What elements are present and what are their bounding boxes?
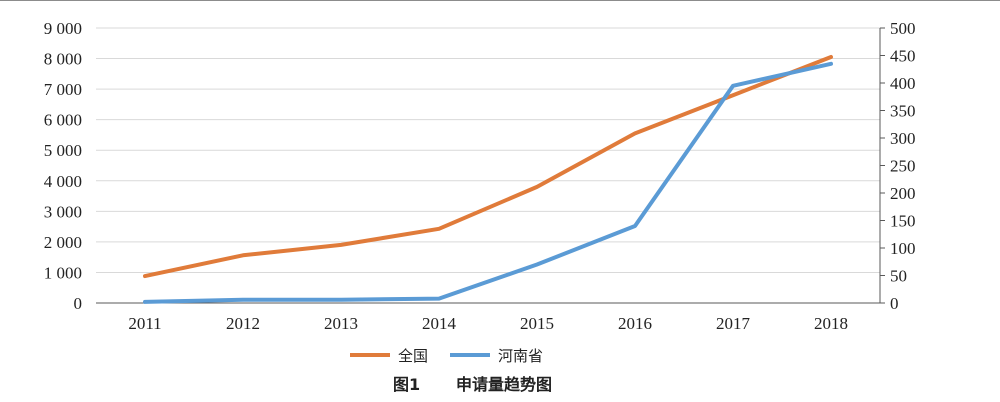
right-y-tick-label: 250: [890, 157, 916, 176]
top-border-line: [0, 0, 1000, 1]
left-y-tick-label: 0: [74, 294, 83, 313]
grid-lines: [96, 27, 880, 273]
left-y-tick-label: 9 000: [44, 19, 82, 38]
x-tick-label: 2011: [128, 314, 161, 333]
x-tick-label: 2013: [324, 314, 358, 333]
figure-caption: 图1 申请量趋势图: [393, 375, 552, 394]
caption-label: 图1: [393, 375, 420, 394]
legend: 全国 河南省: [350, 347, 543, 365]
x-tick-label: 2015: [520, 314, 554, 333]
left-y-tick-label: 6 000: [44, 111, 82, 130]
left-y-tick-label: 5 000: [44, 141, 82, 160]
left-y-tick-label: 7 000: [44, 80, 82, 99]
left-y-tick-label: 1 000: [44, 263, 82, 282]
right-y-axis-ticks: 0 50 100 150 200 250 300 350 400 450 500: [880, 19, 916, 313]
right-y-tick-label: 200: [890, 184, 916, 203]
caption-title: 申请量趋势图: [456, 375, 552, 394]
x-tick-label: 2017: [716, 314, 751, 333]
right-y-tick-label: 400: [890, 74, 916, 93]
legend-label: 全国: [398, 347, 428, 365]
left-y-tick-label: 3 000: [44, 202, 82, 221]
series-lines: [143, 55, 833, 304]
left-y-tick-label: 2 000: [44, 233, 82, 252]
left-y-tick-label: 4 000: [44, 172, 82, 191]
right-y-tick-label: 150: [890, 212, 916, 231]
right-y-tick-label: 50: [890, 267, 907, 286]
series-line-1: [143, 61, 833, 304]
x-tick-label: 2014: [422, 314, 457, 333]
right-y-tick-label: 450: [890, 47, 916, 66]
x-tick-label: 2012: [226, 314, 260, 333]
left-y-axis-ticks: 0 1 000 2 000 3 000 4 000 5 000 6 000 7 000 8 00…: [44, 19, 82, 313]
x-tick-label: 2018: [814, 314, 848, 333]
right-y-tick-label: 0: [890, 294, 899, 313]
x-axis-ticks: 2011 2012 2013 2014 2015 2016 2017 2018: [128, 314, 848, 333]
left-y-tick-label: 8 000: [44, 50, 82, 69]
right-y-tick-label: 350: [890, 102, 916, 121]
right-y-tick-label: 300: [890, 129, 916, 148]
legend-label: 河南省: [498, 347, 543, 365]
series-line-0: [143, 55, 833, 279]
x-tick-label: 2016: [618, 314, 652, 333]
right-y-tick-label: 500: [890, 19, 916, 38]
right-y-tick-label: 100: [890, 239, 916, 258]
